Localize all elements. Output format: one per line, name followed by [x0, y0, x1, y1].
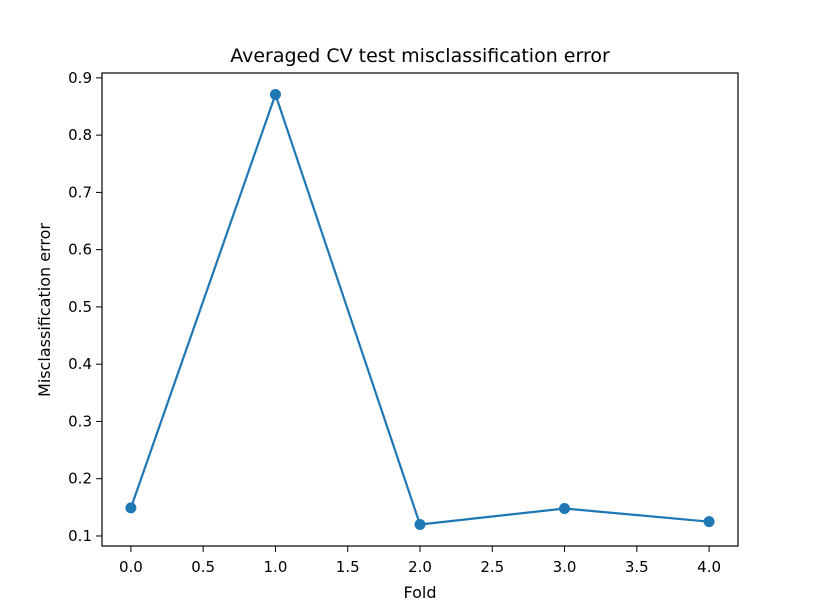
x-tick-label: 3.0 — [553, 558, 577, 576]
x-tick-label: 1.5 — [336, 558, 360, 576]
x-tick-label: 0.0 — [119, 558, 143, 576]
data-point — [125, 502, 137, 514]
x-tick-label: 0.5 — [191, 558, 215, 576]
x-tick-label: 2.5 — [480, 558, 504, 576]
x-axis-label: Fold — [403, 583, 436, 602]
chart-title: Averaged CV test misclassification error — [230, 45, 610, 67]
plot-area — [125, 88, 715, 531]
y-tick-label: 0.6 — [68, 241, 92, 259]
data-point — [559, 502, 571, 514]
y-axis-label: Misclassification error — [35, 223, 54, 397]
x-axis: 0.0 0.5 1.0 1.5 2.0 2.5 3.0 3.5 4.0 — [119, 546, 721, 576]
series-line — [129, 93, 710, 526]
data-point — [703, 516, 715, 528]
y-tick-label: 0.2 — [68, 470, 92, 488]
data-point — [414, 519, 426, 531]
y-tick-label: 0.7 — [68, 183, 92, 201]
x-tick-label: 1.0 — [264, 558, 288, 576]
axes-frame — [101, 72, 739, 547]
y-tick-label: 0.8 — [68, 126, 92, 144]
data-point — [269, 88, 281, 100]
y-tick-label: 0.3 — [68, 412, 92, 430]
x-tick-label: 4.0 — [697, 558, 721, 576]
y-tick-label: 0.4 — [68, 355, 92, 373]
y-tick-label: 0.5 — [68, 298, 92, 316]
x-tick-label: 2.0 — [408, 558, 432, 576]
x-tick-label: 3.5 — [625, 558, 649, 576]
y-tick-label: 0.1 — [68, 527, 92, 545]
y-tick-label: 0.9 — [68, 69, 92, 87]
y-axis: 0.1 0.2 0.3 0.4 0.5 0.6 0.7 0.8 0.9 — [68, 69, 102, 545]
